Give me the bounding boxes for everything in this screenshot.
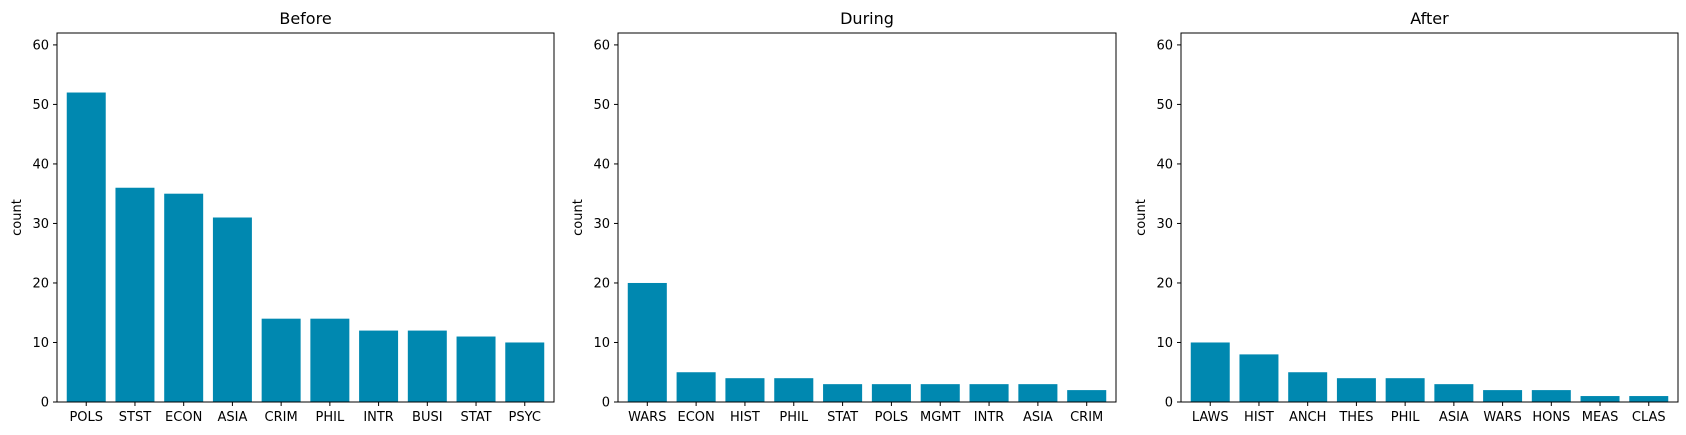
bar-intr	[359, 330, 399, 402]
plot-frame	[1180, 32, 1679, 403]
bar-stst	[115, 187, 155, 402]
bar-pols	[66, 92, 106, 403]
y-axis-label: count	[571, 199, 586, 236]
x-tick-label: CLAS	[1632, 410, 1666, 425]
x-tick-label: POLS	[875, 410, 909, 425]
bar-psyc	[505, 342, 545, 402]
y-tick-label: 0	[41, 396, 49, 411]
x-tick-label: ASIA	[1439, 410, 1469, 425]
x-tick-label: BUSI	[412, 410, 443, 425]
bar-stat	[456, 336, 496, 402]
y-axis-label: count	[1134, 199, 1149, 236]
x-tick-label: HIST	[730, 410, 760, 425]
x-tick-label: PHIL	[316, 410, 345, 425]
x-tick-label: STAT	[827, 410, 858, 425]
bar-asia	[1434, 384, 1474, 402]
y-tick-label: 10	[32, 336, 49, 351]
chart-title: After	[1410, 9, 1449, 28]
bar-busi	[407, 330, 447, 402]
bar-hist	[725, 378, 765, 402]
y-tick-label: 50	[593, 98, 610, 113]
x-tick-label: ASIA	[1023, 410, 1053, 425]
bar-phil	[310, 318, 350, 402]
x-tick-label: PHIL	[1391, 410, 1420, 425]
bar-asia	[212, 217, 252, 402]
y-tick-label: 10	[1156, 336, 1173, 351]
plot-frame	[617, 32, 1117, 403]
chart-panel-1: Before count POLS STST ECON ASIA CRIM PHIL INTR B…	[10, 9, 555, 425]
bar-laws	[1190, 342, 1230, 402]
bar-wars	[1483, 390, 1523, 402]
y-tick-label: 0	[1165, 396, 1173, 411]
y-axis-label: count	[10, 199, 25, 236]
y-tick-label: 20	[593, 276, 610, 291]
x-tick-label: MGMT	[920, 410, 961, 425]
y-tick-label: 60	[593, 38, 610, 53]
bar-stat	[823, 384, 863, 402]
bar-intr	[969, 384, 1009, 402]
y-tick-label: 30	[1156, 217, 1173, 232]
bar-hist	[1239, 354, 1279, 402]
bar-phil	[1385, 378, 1425, 402]
x-tick-label: WARS	[628, 410, 666, 425]
chart-title: Before	[279, 9, 331, 28]
x-tick-label: MEAS	[1582, 410, 1619, 425]
y-tick-label: 40	[593, 157, 610, 172]
x-tick-label: CRIM	[265, 410, 298, 425]
chart-panel-2: During count WARS ECON HIST PHIL STAT POLS MGMT I…	[571, 9, 1117, 425]
y-tick-label: 40	[1156, 157, 1173, 172]
bar-thes	[1336, 378, 1376, 402]
x-tick-label: HONS	[1532, 410, 1570, 425]
y-tick-label: 10	[593, 336, 610, 351]
x-tick-label: ECON	[677, 410, 714, 425]
chart-panel-3: After count LAWS HIST ANCH THES PHIL ASIA WARS HO…	[1134, 9, 1679, 425]
y-tick-label: 20	[1156, 276, 1173, 291]
y-tick-label: 20	[32, 276, 49, 291]
bar-anch	[1288, 372, 1328, 402]
bar-crim	[261, 318, 301, 402]
x-tick-label: INTR	[363, 410, 394, 425]
bar-clas	[1629, 396, 1669, 402]
x-tick-label: STAT	[461, 410, 492, 425]
bar-hons	[1531, 390, 1571, 402]
y-tick-label: 30	[593, 217, 610, 232]
x-tick-label: WARS	[1483, 410, 1521, 425]
y-tick-label: 60	[1156, 38, 1173, 53]
bar-phil	[774, 378, 814, 402]
x-tick-label: ECON	[165, 410, 202, 425]
x-tick-label: HIST	[1244, 410, 1274, 425]
y-tick-label: 0	[602, 396, 610, 411]
x-tick-label: ANCH	[1289, 410, 1326, 425]
chart-title: During	[840, 9, 894, 28]
bar-pols	[871, 384, 911, 402]
bar-crim	[1067, 390, 1107, 402]
x-tick-label: INTR	[974, 410, 1005, 425]
x-tick-label: LAWS	[1192, 410, 1229, 425]
y-tick-label: 50	[32, 98, 49, 113]
x-tick-label: STST	[119, 410, 151, 425]
y-tick-label: 40	[32, 157, 49, 172]
x-tick-label: PSYC	[509, 410, 541, 425]
bar-meas	[1580, 396, 1620, 402]
bar-asia	[1018, 384, 1058, 402]
y-tick-label: 30	[32, 217, 49, 232]
x-tick-label: PHIL	[779, 410, 808, 425]
x-tick-label: POLS	[69, 410, 103, 425]
x-tick-label: ASIA	[217, 410, 247, 425]
bar-econ	[676, 372, 716, 402]
y-tick-label: 60	[32, 38, 49, 53]
bar-wars	[627, 282, 667, 402]
plot-frame	[56, 32, 555, 403]
bar-mgmt	[920, 384, 960, 402]
y-tick-label: 50	[1156, 98, 1173, 113]
x-tick-label: THES	[1338, 410, 1373, 425]
x-tick-label: CRIM	[1070, 410, 1103, 425]
bar-econ	[164, 193, 204, 402]
